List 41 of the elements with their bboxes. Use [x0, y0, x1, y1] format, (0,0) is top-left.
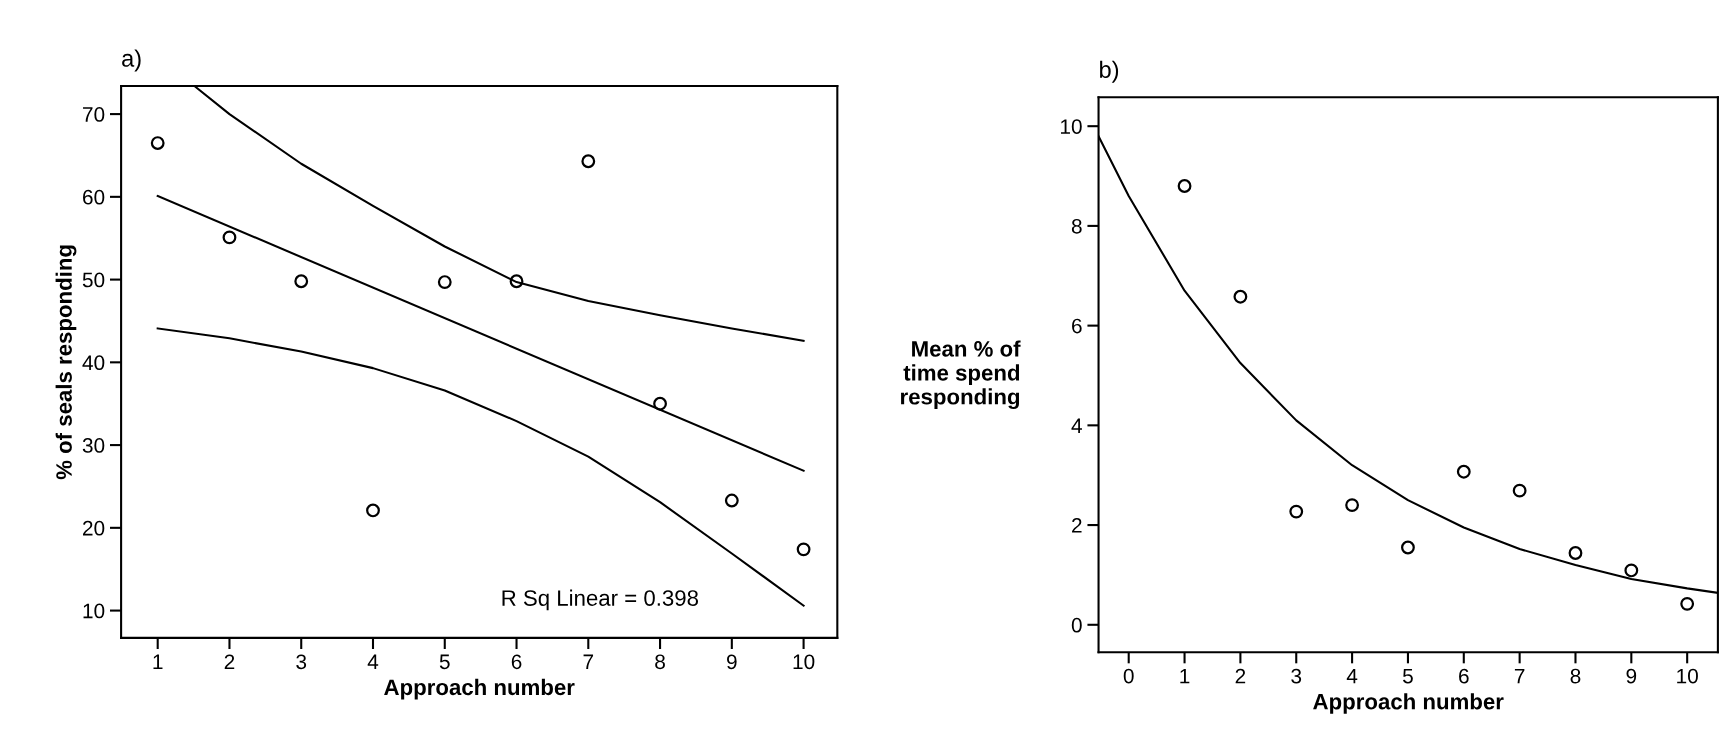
x-tick-label: 9	[1626, 668, 1637, 684]
y-tick-label: 20	[83, 520, 105, 536]
x-tick-label: 7	[583, 654, 594, 669]
x-tick-label: 8	[1570, 668, 1581, 684]
y-tick-label: 10	[83, 603, 105, 619]
x-tick-label: 7	[1514, 668, 1525, 684]
x-tick-label: 2	[1235, 668, 1246, 684]
y-tick-label: 0	[1071, 617, 1082, 633]
x-axis-title: Approach number	[1313, 693, 1504, 714]
x-tick-label: 8	[655, 654, 665, 670]
x-tick-label: 6	[1459, 668, 1469, 684]
y-tick-label: 60	[83, 189, 105, 205]
x-tick-label: 4	[367, 654, 379, 669]
y-axis-title: % of seals responding	[55, 245, 77, 480]
y-tick-label: 70	[83, 107, 105, 122]
y-tick-label: 2	[1072, 518, 1082, 533]
x-tick-label: 5	[439, 654, 450, 670]
x-tick-label: 10	[793, 654, 815, 670]
chart-title: a)	[122, 49, 141, 72]
y-tick-label: 8	[1071, 218, 1082, 234]
x-tick-label: 2	[224, 654, 235, 669]
x-tick-label: 10	[1677, 668, 1698, 684]
annotation: R Sq Linear = 0.398	[502, 589, 699, 611]
y-axis-title: Mean % of time spend responding	[901, 340, 1021, 410]
y-tick-label: 40	[82, 355, 105, 371]
chart-title: b)	[1100, 60, 1119, 83]
x-tick-label: 1	[1180, 668, 1190, 684]
x-tick-label: 0	[1123, 668, 1134, 684]
x-tick-label: 1	[153, 654, 163, 669]
x-tick-label: 4	[1346, 668, 1358, 684]
x-tick-label: 9	[727, 654, 737, 670]
y-tick-label: 10	[1061, 119, 1082, 134]
x-tick-label: 3	[296, 654, 307, 670]
y-tick-label: 50	[82, 272, 105, 288]
x-tick-label: 5	[1402, 668, 1413, 684]
y-tick-label: 4	[1071, 418, 1082, 433]
y-tick-label: 6	[1072, 318, 1082, 334]
x-tick-label: 3	[1291, 668, 1302, 684]
x-axis-title: Approach number	[384, 678, 575, 700]
y-tick-label: 30	[82, 438, 105, 453]
x-tick-label: 6	[511, 654, 522, 670]
